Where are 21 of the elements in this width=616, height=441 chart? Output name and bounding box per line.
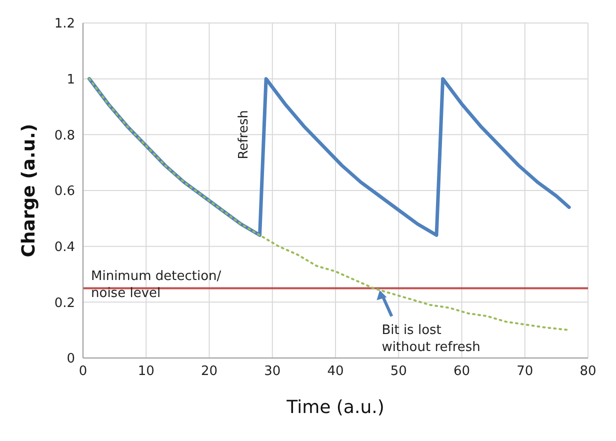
- x-tick-label: 10: [138, 364, 154, 380]
- annotation: Refresh: [236, 110, 252, 160]
- x-tick-label: 0: [78, 364, 88, 380]
- x-tick-label: 40: [327, 364, 344, 380]
- x-tick-label: 60: [453, 364, 470, 380]
- x-tick-label: 50: [390, 364, 407, 380]
- y-tick-label: 0.6: [54, 184, 75, 200]
- x-tick-label: 80: [580, 364, 596, 380]
- y-axis-title: Charge (a.u.): [18, 124, 40, 258]
- x-axis-title: Time (a.u.): [286, 397, 384, 418]
- y-tick-label: 1: [66, 72, 75, 88]
- x-tick-label: 20: [200, 364, 218, 380]
- y-tick-label: 0: [66, 352, 75, 367]
- x-tick-label: 70: [516, 364, 534, 380]
- y-tick-label: 0.8: [54, 128, 75, 144]
- y-tick-label: 1.2: [54, 16, 75, 32]
- x-tick-label: 30: [264, 364, 281, 380]
- y-tick-label: 0.4: [54, 240, 75, 255]
- ref-line-label: Minimum detection/ noise level: [91, 269, 222, 302]
- y-tick-label: 0.2: [54, 296, 75, 311]
- annotation: Bit is lost without refresh: [382, 323, 480, 356]
